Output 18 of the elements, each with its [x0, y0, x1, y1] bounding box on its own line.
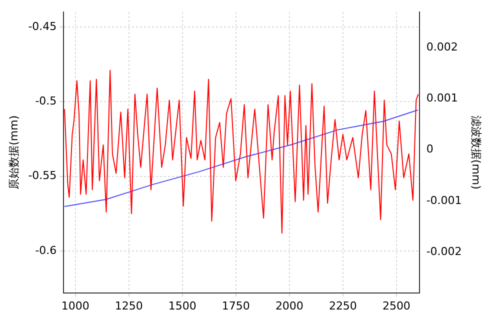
x-tick-label: 1250: [114, 299, 143, 312]
x-tick-label: 1750: [222, 299, 250, 312]
y2-tick-label: 0.002: [426, 40, 458, 54]
y2-tick-label: -0.001: [426, 194, 462, 207]
y2-tick-label: -0.002: [426, 244, 462, 258]
y-tick-label: -0.6: [35, 244, 57, 257]
y2-tick-label: 0.001: [426, 92, 458, 105]
x-tick-label: 1500: [168, 299, 196, 312]
y-tick-label: -0.45: [28, 20, 57, 33]
x-tick-label: 1000: [61, 299, 90, 312]
y-tick-label: -0.5: [35, 94, 57, 108]
y-tick-label: -0.55: [28, 169, 57, 182]
y-axis-title: 原始数据(mm): [7, 115, 20, 190]
x-tick-label: 2500: [382, 299, 410, 312]
x-tick-label: 2250: [328, 299, 357, 312]
y2-tick-label: 0: [426, 142, 434, 156]
y2-axis-title: 滤波数据(mm): [470, 115, 483, 190]
x-tick-label: 2000: [275, 299, 304, 312]
